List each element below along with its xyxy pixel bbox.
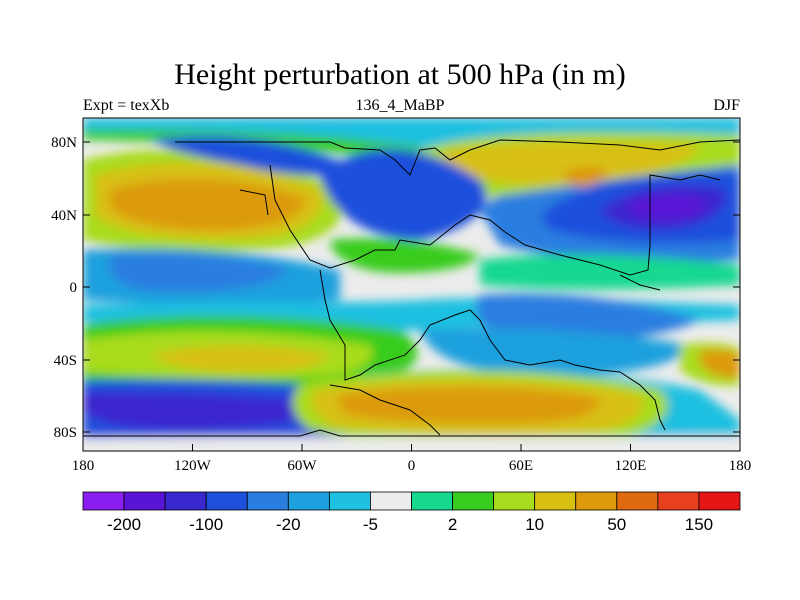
x-tick-label: 120W bbox=[174, 458, 212, 474]
colorbar-label: -20 bbox=[276, 515, 301, 534]
colorbar-label: -5 bbox=[363, 515, 378, 534]
contour-field bbox=[83, 118, 740, 451]
x-tick-label: 60W bbox=[287, 458, 317, 474]
coastlines bbox=[83, 139, 740, 437]
colorbar-swatch bbox=[575, 491, 618, 511]
x-tick-label: 60E bbox=[509, 458, 533, 474]
colorbar-swatch bbox=[452, 491, 495, 511]
y-tick-label: 0 bbox=[70, 280, 78, 296]
y-tick-label: 80S bbox=[54, 425, 77, 441]
x-axis: 180 120W 60W 0 60E 120E 180 bbox=[72, 444, 752, 474]
x-tick-label: 180 bbox=[72, 458, 95, 474]
colorbar-label: -100 bbox=[189, 515, 223, 534]
plot-title: Height perturbation at 500 hPa (in m) bbox=[174, 58, 626, 91]
colorbar-swatch bbox=[411, 491, 453, 511]
y-axis: 80N 40N 0 40S 80S bbox=[51, 135, 740, 441]
colorbar-label: 10 bbox=[525, 515, 544, 534]
case-label: 136_4_MaBP bbox=[355, 97, 445, 114]
colorbar-swatch bbox=[328, 491, 371, 511]
colorbar-label: 150 bbox=[685, 515, 713, 534]
colorbar-swatch bbox=[246, 491, 289, 511]
x-tick-label: 0 bbox=[408, 458, 416, 474]
colorbar-labels: -200 -100 -20 -5 2 10 50 150 bbox=[107, 515, 713, 534]
y-tick-label: 40S bbox=[54, 353, 77, 369]
x-tick-label: 120E bbox=[615, 458, 647, 474]
colorbar-label: -200 bbox=[107, 515, 141, 534]
colorbar-swatch bbox=[205, 491, 248, 511]
colorbar-swatch bbox=[287, 491, 330, 511]
colorbar-swatch bbox=[164, 491, 207, 511]
colorbar-swatch bbox=[534, 491, 577, 511]
colorbar-swatch bbox=[82, 491, 125, 511]
colorbar-swatch bbox=[657, 491, 700, 511]
colorbar-swatch bbox=[493, 491, 536, 511]
colorbar-swatch bbox=[370, 491, 412, 511]
colorbar-swatch bbox=[698, 491, 741, 511]
y-tick-label: 40N bbox=[51, 208, 77, 224]
colorbar-label: 2 bbox=[448, 515, 457, 534]
experiment-label: Expt = texXb bbox=[83, 97, 170, 114]
y-tick-label: 80N bbox=[51, 135, 77, 151]
colorbar bbox=[82, 491, 741, 511]
colorbar-label: 50 bbox=[607, 515, 626, 534]
x-tick-label: 180 bbox=[729, 458, 752, 474]
season-label: DJF bbox=[713, 97, 740, 114]
colorbar-swatch bbox=[123, 491, 166, 511]
colorbar-swatch bbox=[616, 491, 659, 511]
